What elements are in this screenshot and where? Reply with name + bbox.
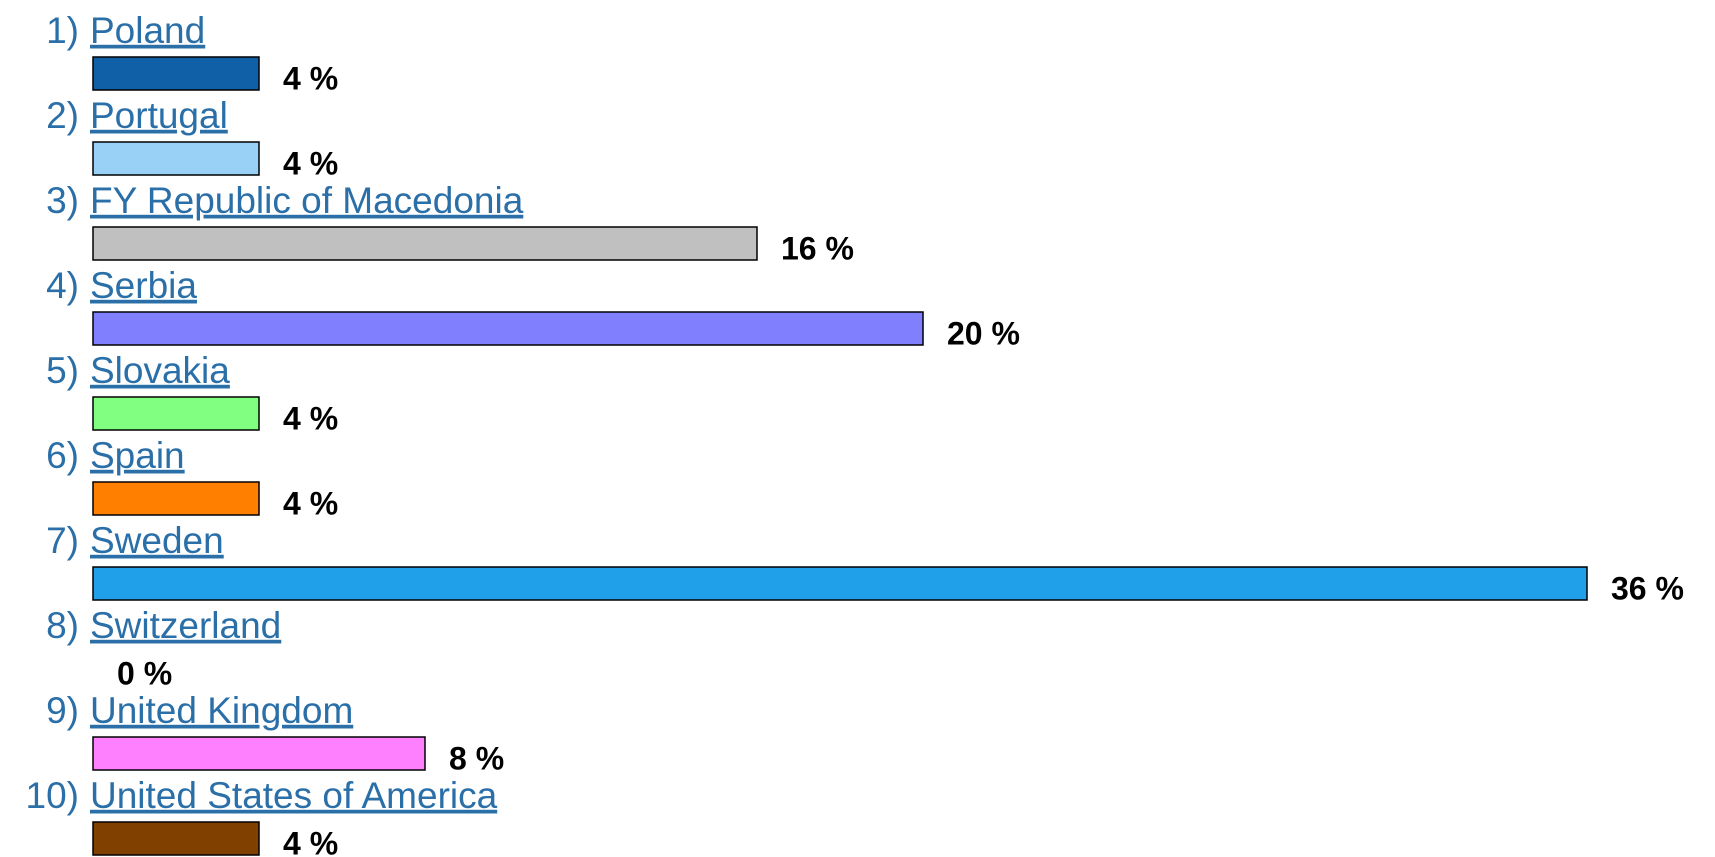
category-link[interactable]: Slovakia xyxy=(90,350,230,391)
value-label: 36 % xyxy=(1611,570,1684,606)
bar xyxy=(92,226,758,261)
bar xyxy=(92,311,924,346)
bar xyxy=(92,396,260,431)
category-link[interactable]: United States of America xyxy=(90,775,498,816)
bar xyxy=(92,736,426,771)
rank-label: 3) xyxy=(46,180,79,221)
category-link[interactable]: Sweden xyxy=(90,520,224,561)
category-link[interactable]: FY Republic of Macedonia xyxy=(90,180,524,221)
value-label: 16 % xyxy=(781,230,854,266)
value-label: 4 % xyxy=(283,145,338,181)
category-link[interactable]: Spain xyxy=(90,435,185,476)
category-link[interactable]: Serbia xyxy=(90,265,197,306)
category-link[interactable]: Switzerland xyxy=(90,605,281,646)
value-label: 20 % xyxy=(947,315,1020,351)
rank-label: 9) xyxy=(46,690,79,731)
value-label: 4 % xyxy=(283,825,338,857)
rank-label: 2) xyxy=(46,95,79,136)
category-link[interactable]: Portugal xyxy=(90,95,228,136)
rank-label: 5) xyxy=(46,350,79,391)
category-link[interactable]: Poland xyxy=(90,10,205,51)
value-label: 4 % xyxy=(283,400,338,436)
bar xyxy=(92,56,260,91)
bar xyxy=(92,481,260,516)
category-link[interactable]: United Kingdom xyxy=(90,690,353,731)
bar xyxy=(92,566,1588,601)
rank-label: 1) xyxy=(46,10,79,51)
bar xyxy=(92,141,260,176)
rank-label: 10) xyxy=(26,775,79,816)
rank-label: 4) xyxy=(46,265,79,306)
rank-label: 6) xyxy=(46,435,79,476)
value-label: 0 % xyxy=(117,655,172,691)
rank-label: 7) xyxy=(46,520,79,561)
value-label: 4 % xyxy=(283,485,338,521)
rank-label: 8) xyxy=(46,605,79,646)
value-label: 4 % xyxy=(283,60,338,96)
value-label: 8 % xyxy=(449,740,504,776)
bar xyxy=(92,821,260,856)
